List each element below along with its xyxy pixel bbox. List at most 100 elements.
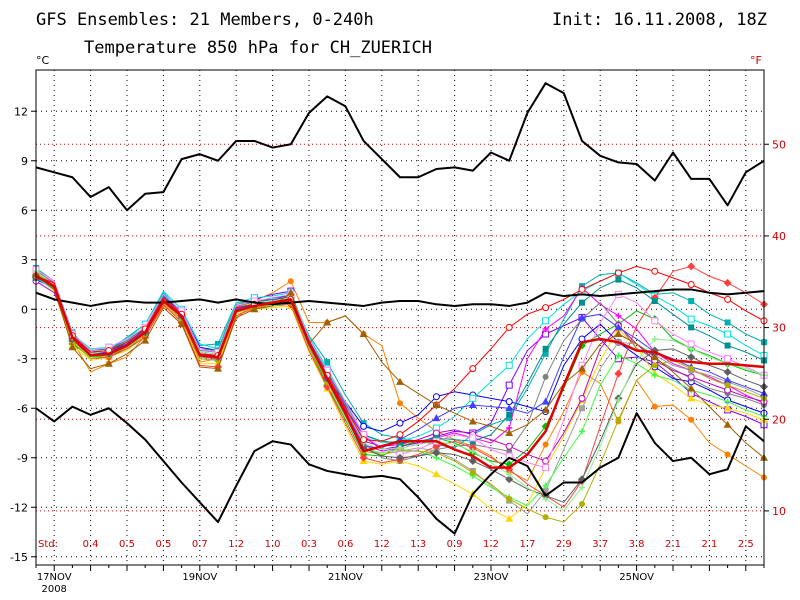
std-value: 2.9 bbox=[556, 539, 572, 550]
chart-title-left: GFS Ensembles: 21 Members, 0-240h bbox=[36, 10, 374, 30]
member-point bbox=[432, 400, 441, 408]
member-point bbox=[579, 500, 585, 507]
member-point bbox=[614, 369, 623, 378]
member-point bbox=[359, 330, 368, 337]
chart-title-right: Init: 16.11.2008, 18Z bbox=[552, 10, 767, 30]
summary-lines bbox=[35, 82, 765, 535]
member-point bbox=[396, 419, 404, 427]
member-point bbox=[651, 298, 658, 304]
std-value: 1.2 bbox=[228, 539, 244, 550]
chart-subtitle: Temperature 850 hPa for CH_ZUERICH bbox=[84, 38, 432, 58]
member-point bbox=[506, 471, 513, 478]
member-point bbox=[687, 373, 695, 381]
member-point bbox=[177, 320, 186, 328]
std-row: Std: 0.4 0.5 0.5 0.7 1.2 1.0 0.3 0.6 1.2 1.3 0.9 1.2… bbox=[38, 539, 754, 550]
y-tick-label-left: 9 bbox=[21, 155, 28, 168]
x-tick-label: 23NOV bbox=[474, 572, 509, 583]
member-point bbox=[397, 439, 403, 446]
std-value: 0.3 bbox=[301, 539, 317, 550]
member-point bbox=[651, 372, 658, 379]
x-tick-label: 25NOV bbox=[619, 572, 654, 583]
member-point bbox=[615, 276, 622, 283]
std-value: 0.4 bbox=[83, 539, 99, 550]
min-line bbox=[35, 405, 765, 535]
member-point bbox=[541, 397, 550, 405]
member-point bbox=[104, 359, 113, 367]
member-point bbox=[723, 420, 732, 428]
member-point bbox=[579, 428, 585, 435]
y-tick-label-right: 50 bbox=[772, 138, 786, 151]
member-point bbox=[651, 267, 659, 275]
member-point bbox=[360, 422, 368, 430]
member-point bbox=[469, 394, 477, 402]
x-tick-label: 21NOV bbox=[328, 572, 363, 583]
member-point bbox=[250, 305, 259, 313]
member-point bbox=[615, 352, 622, 359]
member-point bbox=[578, 285, 586, 293]
member-point bbox=[360, 436, 368, 444]
member-point bbox=[68, 343, 77, 351]
member-point bbox=[688, 416, 695, 423]
y-tick-label-right: 20 bbox=[772, 413, 786, 426]
member-point bbox=[542, 496, 549, 502]
y-tick-label-left: 6 bbox=[21, 204, 28, 217]
member-point bbox=[468, 443, 477, 452]
member-point bbox=[578, 394, 586, 402]
std-value: 1.0 bbox=[265, 539, 281, 550]
member-point bbox=[651, 335, 658, 342]
member-line bbox=[35, 275, 765, 520]
member-point bbox=[323, 318, 332, 326]
member-point bbox=[505, 404, 514, 412]
member-point bbox=[505, 442, 513, 450]
ensemble-member bbox=[33, 268, 767, 512]
member-point bbox=[397, 400, 403, 407]
member-point bbox=[687, 394, 696, 402]
ensemble-member bbox=[33, 269, 767, 523]
x-tick-year: 2008 bbox=[41, 584, 66, 595]
member-point bbox=[542, 487, 549, 494]
member-point bbox=[687, 315, 695, 323]
std-value: 1.2 bbox=[374, 539, 390, 550]
member-point bbox=[724, 382, 731, 389]
grid bbox=[36, 70, 764, 565]
member-point bbox=[542, 441, 549, 448]
member-point bbox=[505, 475, 514, 484]
mean-line bbox=[35, 275, 765, 469]
member-point bbox=[615, 397, 622, 403]
member-point bbox=[688, 324, 695, 331]
member-point bbox=[651, 317, 659, 325]
member-point bbox=[650, 353, 659, 361]
member-point bbox=[614, 269, 622, 277]
member-point bbox=[724, 398, 731, 405]
member-point bbox=[579, 484, 585, 491]
y-unit-left: °C bbox=[36, 54, 50, 67]
member-point bbox=[542, 482, 549, 489]
member-point bbox=[542, 326, 549, 333]
member-line bbox=[35, 275, 765, 503]
y-tick-label-left: -6 bbox=[17, 402, 28, 415]
member-point bbox=[724, 295, 732, 303]
std-value: 2.1 bbox=[701, 539, 717, 550]
member-point bbox=[578, 313, 586, 321]
member-point bbox=[432, 414, 441, 422]
y-tick-label-left: -3 bbox=[17, 353, 28, 366]
std-value: 0.7 bbox=[192, 539, 208, 550]
member-point bbox=[506, 496, 513, 502]
member-point bbox=[542, 350, 549, 357]
std-value: 1.7 bbox=[519, 539, 535, 550]
member-point bbox=[615, 312, 622, 319]
std-value: 0.6 bbox=[337, 539, 353, 550]
member-line bbox=[35, 270, 765, 512]
y-tick-label-left: -15 bbox=[10, 551, 28, 564]
member-point bbox=[287, 278, 294, 285]
control-line bbox=[35, 288, 765, 307]
member-point bbox=[468, 400, 477, 408]
member-point bbox=[432, 470, 441, 478]
member-point bbox=[687, 262, 696, 271]
member-point bbox=[651, 362, 658, 369]
member-point bbox=[141, 336, 150, 344]
std-value: 0.5 bbox=[155, 539, 171, 550]
member-point bbox=[505, 323, 513, 331]
member-point bbox=[542, 317, 550, 325]
